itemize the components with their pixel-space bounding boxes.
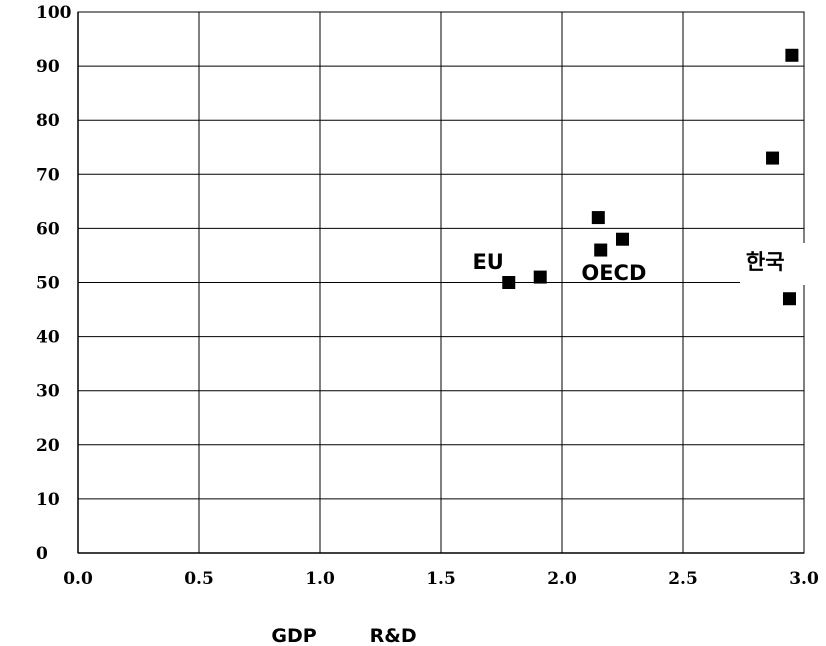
data-point	[594, 243, 608, 257]
x-tick-label: 1.5	[426, 569, 456, 589]
annotation-label: 한국	[746, 250, 785, 274]
x-tick-labels: 0.0 0.5 1.0 1.5 2.0 2.5 3.0	[63, 569, 819, 589]
x-tick-label: 0.5	[184, 569, 214, 589]
y-tick-label: 70	[36, 165, 60, 185]
x-tick-label: 0.0	[63, 569, 93, 589]
x-tick-label: 1.0	[305, 569, 335, 589]
data-point	[502, 276, 516, 289]
data-points	[502, 48, 799, 306]
data-point	[782, 292, 796, 306]
annotation-label: EU	[472, 250, 503, 274]
data-point	[616, 232, 629, 246]
y-tick-label: 80	[36, 111, 60, 131]
y-tick-label: 50	[36, 274, 60, 294]
annotation-label: OECD	[581, 261, 646, 285]
axes	[77, 12, 804, 554]
x-tick-label: 3.0	[789, 569, 819, 589]
x-tick-label: 2.5	[668, 569, 698, 589]
y-tick-label: 60	[36, 219, 60, 239]
y-tick-label: 10	[36, 490, 60, 510]
data-point	[766, 151, 780, 165]
y-tick-label: 20	[36, 436, 60, 456]
annotation-bg	[739, 242, 812, 285]
data-point	[591, 211, 605, 225]
x-tick-label: 2.0	[547, 569, 577, 589]
y-tick-labels: 0 10 20 30 40 50 60 70 80 90 100	[36, 3, 72, 564]
y-tick-label: 40	[36, 328, 60, 348]
y-tick-label: 30	[36, 382, 60, 402]
annotations: EU OECD 한국	[472, 242, 812, 285]
data-point	[533, 270, 547, 284]
x-axis-label: GDP R&D	[271, 625, 416, 646]
data-point	[785, 48, 799, 62]
y-tick-label: 0	[36, 544, 48, 564]
y-tick-label: 100	[36, 3, 72, 23]
y-tick-label: 90	[36, 57, 60, 77]
grid-lines	[78, 12, 804, 553]
